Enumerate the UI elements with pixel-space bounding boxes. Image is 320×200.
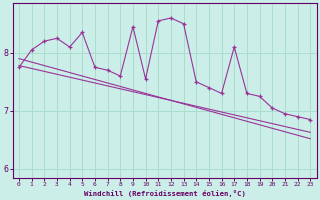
X-axis label: Windchill (Refroidissement éolien,°C): Windchill (Refroidissement éolien,°C) bbox=[84, 190, 245, 197]
